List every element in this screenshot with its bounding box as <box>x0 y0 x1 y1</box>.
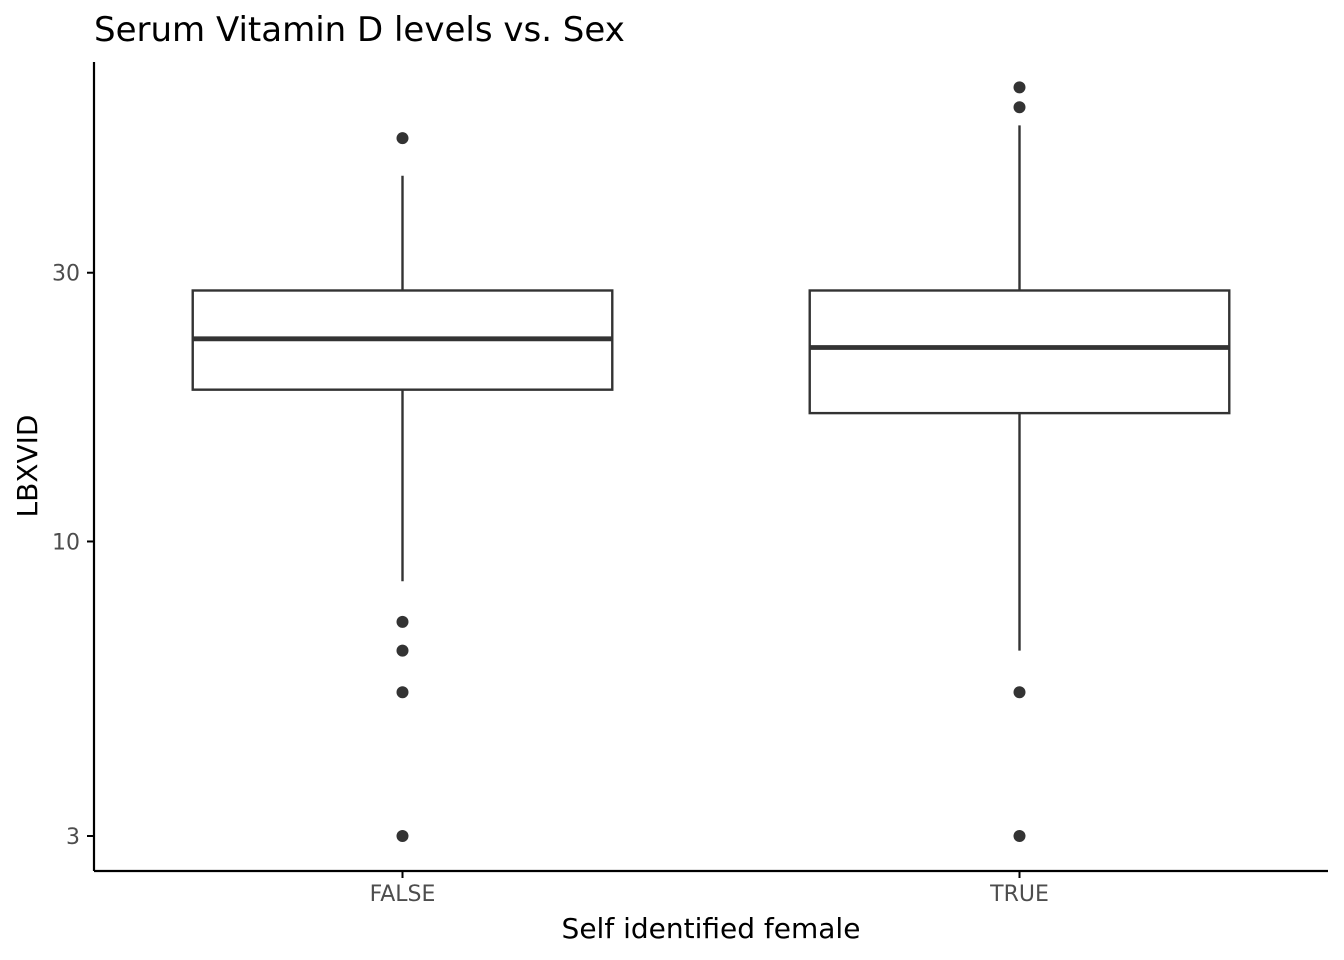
box-group-false <box>191 132 614 842</box>
y-axis-title: LBXVID <box>11 415 44 518</box>
box-iqr <box>808 289 1231 415</box>
outlier-point <box>1013 101 1026 114</box>
outlier-point <box>396 615 409 628</box>
outlier-point <box>1013 81 1026 94</box>
y-tick-label: 30 <box>52 262 80 287</box>
outlier-point <box>396 686 409 699</box>
x-tick-label: TRUE <box>989 882 1049 907</box>
outlier-point <box>396 644 409 657</box>
chart-title: Serum Vitamin D levels vs. Sex <box>94 10 625 50</box>
x-tick-label: FALSE <box>370 882 436 907</box>
outlier-point <box>396 132 409 145</box>
box-group-true <box>808 81 1231 842</box>
outlier-point <box>396 829 409 842</box>
outlier-point <box>1013 829 1026 842</box>
y-tick-label: 3 <box>66 825 80 850</box>
y-axis-ticks: 3 10 30 <box>52 262 94 850</box>
plot-area <box>191 81 1231 842</box>
x-axis-ticks: FALSE TRUE <box>370 871 1049 907</box>
y-tick-label: 10 <box>52 530 80 555</box>
outlier-point <box>1013 686 1026 699</box>
x-axis-title: Self identified female <box>562 912 861 945</box>
